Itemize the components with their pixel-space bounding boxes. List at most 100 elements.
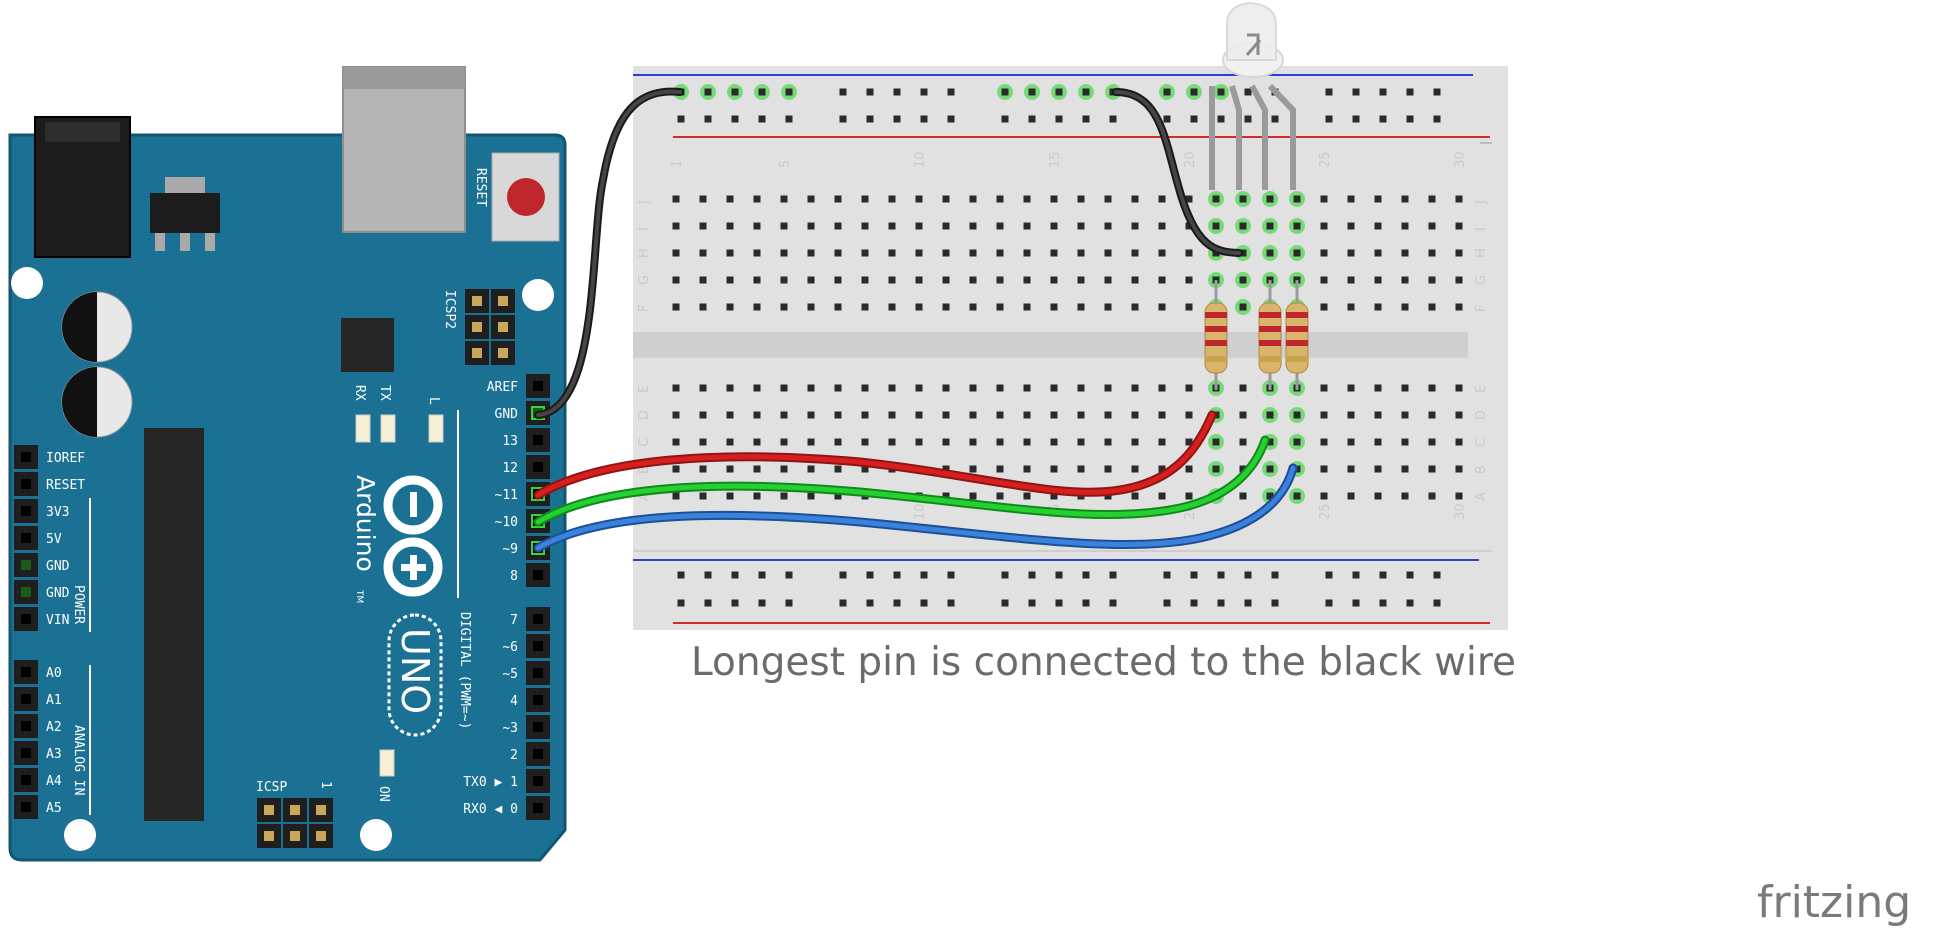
pin-label: GND <box>46 559 70 574</box>
mounting-hole <box>64 819 96 851</box>
capacitor <box>61 291 133 363</box>
icsp-label: ICSP <box>256 780 287 795</box>
pin-label: 3V3 <box>46 505 69 520</box>
column-number: 15 <box>1048 151 1063 168</box>
pin-label: ~10 <box>495 515 518 530</box>
column-number: 25 <box>1318 503 1333 520</box>
pin-label: GND <box>495 407 519 422</box>
arduino-infinity-logo <box>383 475 443 597</box>
pin-label: A3 <box>46 747 62 762</box>
pin-label: RX0 ◀ 0 <box>463 802 518 817</box>
pin-label: 13 <box>502 434 518 449</box>
rx-label: RX <box>352 385 367 401</box>
row-letter: H <box>637 248 652 258</box>
column-number: 1 <box>670 160 685 168</box>
reset-button[interactable] <box>491 152 560 242</box>
uno-badge <box>387 613 443 737</box>
pin-label: 7 <box>510 613 518 628</box>
l-label: L <box>426 397 441 405</box>
row-letter: B <box>1474 465 1489 474</box>
column-number: 10 <box>913 503 928 520</box>
rx-led <box>355 414 371 443</box>
icsp2-label: ICSP2 <box>442 290 457 329</box>
row-letter: I <box>1474 227 1489 231</box>
mounting-hole <box>11 267 43 299</box>
l-led <box>428 414 444 443</box>
row-letter: C <box>1474 438 1489 447</box>
pin-label: ~3 <box>502 721 518 736</box>
row-letter: H <box>1474 248 1489 258</box>
pin-label: ~9 <box>502 542 518 557</box>
capacitor <box>61 366 133 438</box>
analog-header: A0 A1 A2 A3 A4 A5 <box>14 660 62 819</box>
pin-label: 2 <box>510 748 518 763</box>
column-number: 25 <box>1318 151 1333 168</box>
pin-label: RESET <box>46 478 85 493</box>
on-label: ON <box>376 786 391 802</box>
pin-label: A0 <box>46 666 62 681</box>
row-letter: J <box>1474 200 1489 205</box>
row-letter: A <box>1474 492 1489 501</box>
main-microcontroller <box>144 428 204 821</box>
pin-label: 12 <box>502 461 518 476</box>
row-letter: I <box>637 227 652 231</box>
icsp2-header <box>465 289 515 365</box>
row-letter: G <box>637 275 652 285</box>
row-letter: G <box>1474 275 1489 285</box>
breadboard-center-channel <box>633 332 1468 358</box>
trademark: TM <box>354 589 364 603</box>
pin-label: A1 <box>46 693 62 708</box>
row-letter: J <box>637 200 652 205</box>
column-number: 30 <box>1453 151 1468 168</box>
tx-led <box>380 414 396 443</box>
pin-label: ~5 <box>502 667 518 682</box>
row-letter: B <box>637 465 652 474</box>
pin-label: GND <box>46 586 70 601</box>
mounting-hole <box>360 819 392 851</box>
resistors <box>1204 280 1309 390</box>
atmega-chip <box>341 318 394 372</box>
pin-label: VIN <box>46 613 69 628</box>
wires <box>533 87 1298 553</box>
pin-label: ~11 <box>495 488 518 503</box>
icsp-pin1-label: 1 <box>318 781 333 789</box>
voltage-regulator <box>150 193 220 233</box>
resistor <box>1204 280 1228 390</box>
row-letter: A <box>637 492 652 501</box>
digital-header-bottom: 7 ~6 ~5 4 ~3 2 TX0 ▶ 1 RX0 ◀ 0 <box>463 607 550 820</box>
caption: Longest pin is connected to the black wi… <box>691 640 1516 685</box>
resistor <box>1285 280 1309 390</box>
fritzing-watermark: fritzing <box>1757 877 1911 928</box>
digital-label: DIGITAL (PWM=~) <box>457 612 472 729</box>
pin-label: 5V <box>46 532 62 547</box>
power-header: IOREF RESET 3V3 5V GND GND VIN <box>14 445 85 631</box>
power-label: POWER <box>71 585 86 624</box>
pin-label: A5 <box>46 801 62 816</box>
icsp-header <box>257 798 333 848</box>
column-number: 5 <box>778 160 793 168</box>
row-letter: C <box>637 438 652 447</box>
arduino-brand: Arduino <box>351 475 380 572</box>
analog-label: ANALOG IN <box>71 725 86 795</box>
pin-label: ~6 <box>502 640 518 655</box>
row-letter: F <box>1474 305 1489 312</box>
row-letter: F <box>637 305 652 312</box>
arduino-uno-board: RESET ICSP2 RX TX L ON Arduino TM UNO DI… <box>8 66 567 862</box>
pin-label: A4 <box>46 774 62 789</box>
reset-label: RESET <box>473 168 488 207</box>
pin-label: TX0 ▶ 1 <box>463 775 518 790</box>
row-letter: E <box>637 385 652 393</box>
pin-label: A2 <box>46 720 62 735</box>
column-number: 30 <box>1453 503 1468 520</box>
uno-label: UNO <box>393 628 437 714</box>
column-number: 20 <box>1183 151 1198 168</box>
row-letter: E <box>1474 385 1489 393</box>
mounting-hole <box>522 279 554 311</box>
row-letter: D <box>637 410 652 420</box>
resistor <box>1258 280 1282 390</box>
usb-connector <box>342 66 466 233</box>
column-number: 10 <box>913 151 928 168</box>
tx-label: TX <box>377 385 392 401</box>
